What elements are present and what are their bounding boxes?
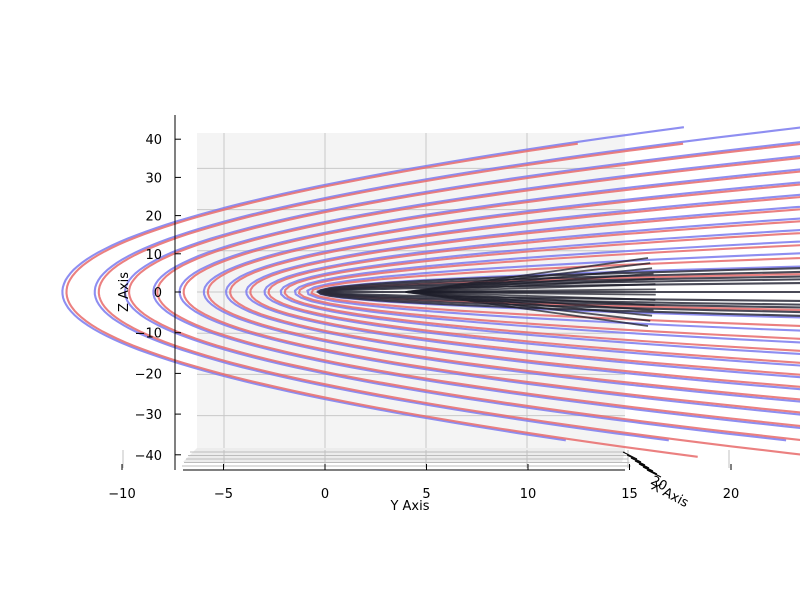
x-tick bbox=[638, 463, 654, 472]
curves bbox=[61, 126, 800, 458]
y-tick-label: 5 bbox=[422, 487, 430, 502]
series-curve bbox=[267, 220, 800, 364]
series-curve bbox=[310, 257, 800, 327]
series-curve-dark bbox=[405, 291, 649, 327]
series-curve bbox=[124, 141, 800, 442]
x-tick bbox=[634, 460, 650, 469]
x-tick bbox=[630, 457, 646, 466]
z-tick-label: 0 bbox=[154, 286, 162, 301]
y-tick-label: 0 bbox=[321, 487, 329, 502]
series-curve bbox=[128, 143, 800, 441]
x-tick bbox=[646, 469, 662, 478]
series-curve bbox=[93, 126, 800, 442]
z-tick-label: 30 bbox=[145, 171, 162, 186]
series-curve bbox=[317, 270, 800, 314]
series-curve bbox=[293, 240, 800, 344]
series-curve bbox=[306, 252, 800, 332]
series-curve bbox=[315, 267, 800, 317]
series-curve bbox=[279, 229, 800, 355]
z-tick-label: 10 bbox=[145, 248, 162, 263]
series-curve bbox=[182, 170, 800, 414]
y-tick-label: −5 bbox=[214, 487, 233, 502]
x-tick bbox=[642, 466, 658, 475]
series-curve bbox=[249, 208, 800, 376]
series-curve bbox=[65, 142, 698, 458]
series-curve bbox=[263, 217, 800, 367]
y-tick-label: 10 bbox=[520, 487, 537, 502]
y-tick-label: −10 bbox=[108, 487, 135, 502]
series-curve bbox=[61, 126, 685, 442]
z-tick-label: 40 bbox=[145, 133, 162, 148]
x-tick-overlap: 20 bbox=[648, 473, 670, 494]
series-curve bbox=[97, 142, 800, 456]
series-curve bbox=[229, 196, 800, 388]
z-tick-label: −20 bbox=[135, 367, 162, 382]
series-curve bbox=[245, 205, 800, 379]
z-axis-label: Z Axis bbox=[117, 272, 132, 312]
z-tick-label: −30 bbox=[135, 408, 162, 423]
series-curve bbox=[156, 157, 800, 427]
series-curve bbox=[283, 232, 800, 352]
series-curve bbox=[225, 193, 800, 391]
z-tick-label: −10 bbox=[135, 327, 162, 342]
floor-pane bbox=[122, 448, 730, 468]
y-tick-label: 20 bbox=[723, 487, 740, 502]
series-curve bbox=[202, 181, 800, 403]
z-tick-label: −40 bbox=[135, 449, 162, 464]
series-curve bbox=[178, 168, 800, 416]
series-curve bbox=[206, 183, 800, 401]
x-tick bbox=[626, 454, 642, 463]
x-tick bbox=[622, 451, 638, 460]
series-curve-dark bbox=[405, 291, 651, 322]
y-tick-label: 15 bbox=[621, 487, 638, 502]
z-tick-label: 20 bbox=[145, 210, 162, 225]
series-curve bbox=[297, 244, 800, 340]
series-curve bbox=[152, 154, 800, 429]
y-axis-label: Y Axis bbox=[389, 499, 429, 514]
